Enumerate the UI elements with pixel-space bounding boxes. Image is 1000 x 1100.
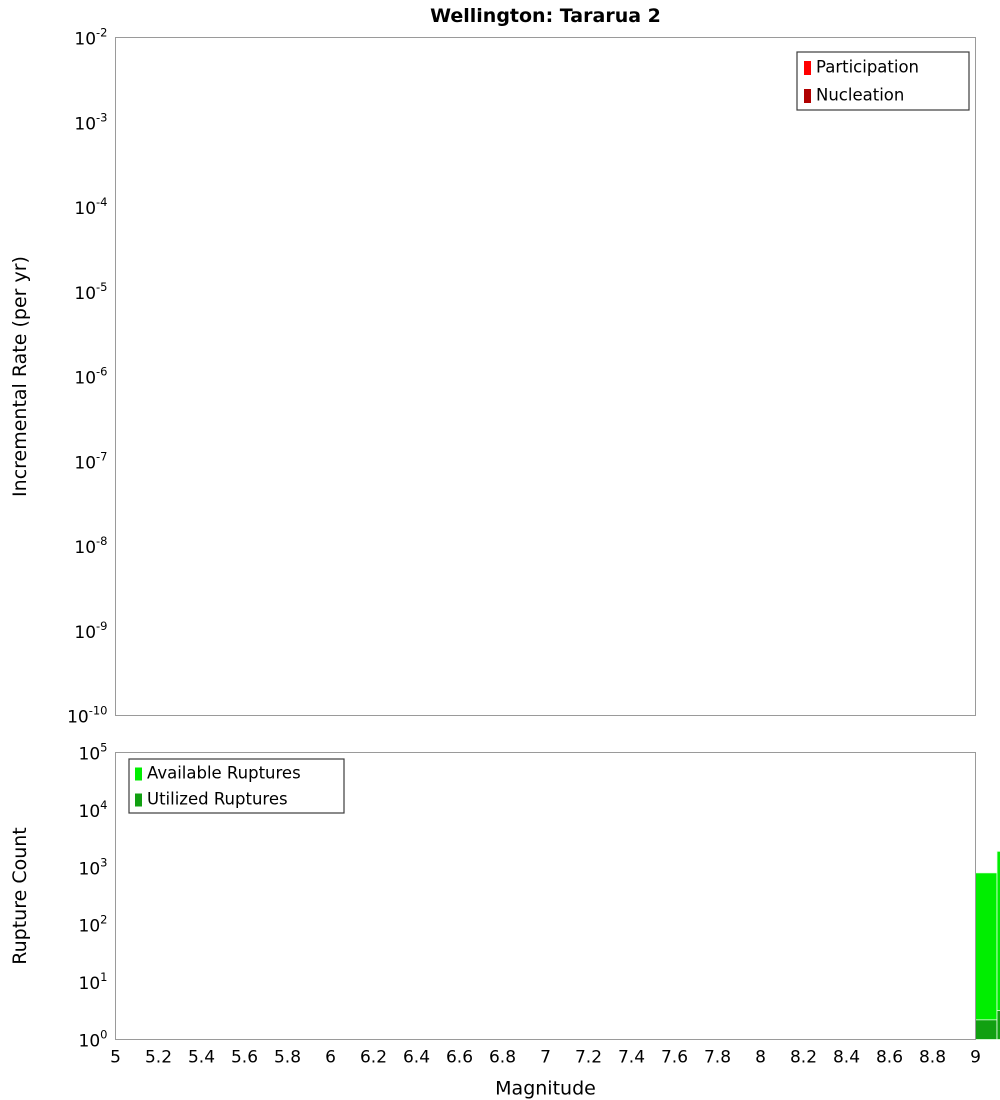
x-tick-label: 8 bbox=[755, 1048, 766, 1068]
x-tick-label: 7.6 bbox=[661, 1048, 688, 1068]
bottom-y-tick-label: 102 bbox=[79, 913, 108, 937]
x-tick-label: 7.8 bbox=[704, 1048, 731, 1068]
x-tick-label: 6.4 bbox=[403, 1048, 430, 1068]
bottom-legend: Available Ruptures Utilized Ruptures bbox=[128, 758, 345, 814]
top-y-tick-label: 10-3 bbox=[74, 110, 107, 134]
top-legend: Participation Nucleation bbox=[796, 51, 970, 111]
bottom-y-ticks: 105 104 103 102 101 100 bbox=[79, 741, 108, 1052]
x-tick-label: 7.4 bbox=[618, 1048, 645, 1068]
legend-swatch bbox=[135, 793, 142, 807]
x-tick-label: 7.2 bbox=[575, 1048, 602, 1068]
bottom-y-tick-label: 101 bbox=[79, 970, 108, 994]
top-y-tick-label: 10-4 bbox=[74, 195, 107, 219]
x-tick-label: 8.6 bbox=[876, 1048, 903, 1068]
x-tick-label: 6 bbox=[325, 1048, 336, 1068]
top-y-ticks: 10-2 10-3 10-4 10-5 10-6 10-7 10-8 10-9 10-10 bbox=[67, 26, 107, 728]
top-y-tick-label: 10-8 bbox=[74, 534, 107, 558]
top-y-tick-label: 10-7 bbox=[74, 449, 107, 473]
legend-label: Nucleation bbox=[816, 86, 904, 105]
incremental-rate-panel: 10-2 10-3 10-4 10-5 10-6 10-7 10-8 10-9 10-10 bbox=[67, 26, 976, 728]
top-y-tick-label: 10-5 bbox=[74, 280, 107, 304]
x-tick-label: 9 bbox=[970, 1048, 981, 1068]
x-tick-label: 5.2 bbox=[145, 1048, 172, 1068]
bottom-y-axis-label: Rupture Count bbox=[9, 827, 31, 965]
x-tick-label: 8.2 bbox=[790, 1048, 817, 1068]
legend-label: Participation bbox=[816, 58, 919, 77]
legend-swatch bbox=[135, 767, 142, 781]
x-tick-label: 8.4 bbox=[833, 1048, 860, 1068]
bottom-y-tick-label: 103 bbox=[79, 855, 108, 879]
bottom-y-tick-label: 105 bbox=[79, 741, 108, 765]
legend-label: Utilized Ruptures bbox=[147, 790, 288, 809]
x-tick-label: 5.4 bbox=[188, 1048, 215, 1068]
x-axis: 5 5.2 5.4 5.6 5.8 6 6.2 6.4 6.6 6.8 7 7.2 7.4 7.6 7.8 8… bbox=[110, 1048, 981, 1068]
top-plot-frame bbox=[115, 37, 976, 716]
top-y-tick-label: 10-6 bbox=[74, 365, 107, 389]
legend-label: Available Ruptures bbox=[147, 764, 301, 783]
top-y-axis-label: Incremental Rate (per yr) bbox=[9, 256, 31, 497]
x-tick-label: 6.2 bbox=[360, 1048, 387, 1068]
legend-swatch bbox=[804, 89, 811, 103]
x-tick-label: 5.6 bbox=[231, 1048, 258, 1068]
legend-swatch bbox=[804, 61, 811, 75]
x-tick-label: 6.8 bbox=[489, 1048, 516, 1068]
top-y-tick-label: 10-10 bbox=[67, 704, 107, 728]
x-axis-label: Magnitude bbox=[495, 1078, 596, 1100]
bottom-y-tick-label: 104 bbox=[79, 798, 108, 822]
available-ruptures-bar bbox=[996, 850, 1000, 1040]
rupture-count-panel: 105 104 103 102 101 100 bbox=[79, 741, 1000, 1052]
x-tick-label: 7 bbox=[540, 1048, 551, 1068]
x-tick-label: 5.8 bbox=[274, 1048, 301, 1068]
utilized-ruptures-bar bbox=[996, 1010, 1000, 1040]
top-y-tick-label: 10-2 bbox=[74, 26, 107, 50]
bottom-y-tick-label: 100 bbox=[79, 1028, 108, 1052]
bottom-legend-box bbox=[128, 758, 345, 814]
x-tick-label: 8.8 bbox=[919, 1048, 946, 1068]
top-y-tick-label: 10-9 bbox=[74, 619, 107, 643]
x-tick-label: 5 bbox=[110, 1048, 121, 1068]
chart-title: Wellington: Tararua 2 bbox=[430, 5, 661, 27]
top-legend-box bbox=[796, 51, 970, 111]
x-tick-label: 6.6 bbox=[446, 1048, 473, 1068]
